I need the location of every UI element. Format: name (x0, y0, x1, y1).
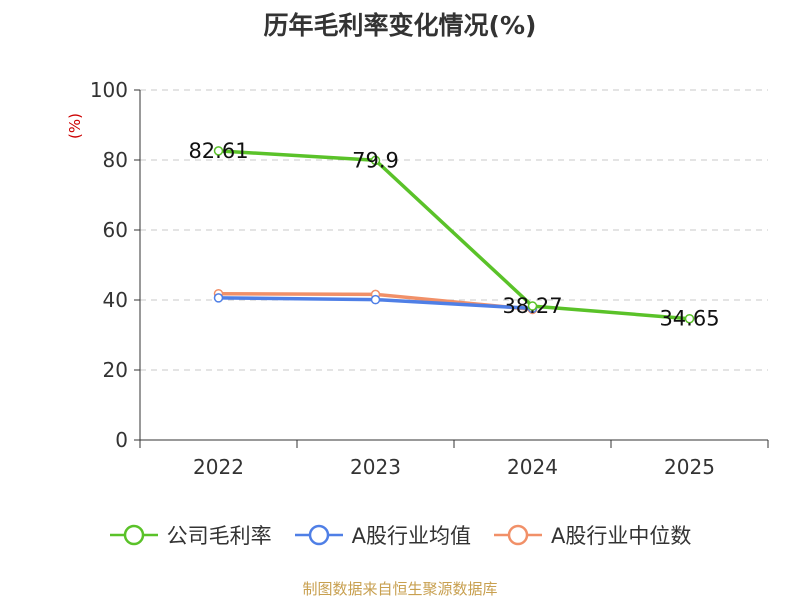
y-tick-label-100: 100 (90, 78, 128, 102)
x-tick-label-2024: 2024 (507, 455, 558, 479)
y-tick-label-80: 80 (103, 148, 128, 172)
data-label-2022: 82.61 (188, 139, 248, 163)
source-note: 制图数据来自恒生聚源数据库 (302, 580, 498, 598)
line-chart: 0 20 40 60 80 100 2022 2023 2024 2025 (%) 82.61 79.9… (66, 78, 769, 479)
series-0-point-2023 (370, 155, 381, 166)
series-line-0 (218, 149, 690, 321)
y-tick-label-0: 0 (115, 428, 128, 452)
x-tick-label-2022: 2022 (193, 455, 244, 479)
series-1-point-2022 (213, 293, 224, 303)
data-label-2024: 38.27 (502, 294, 562, 318)
legend-item-0[interactable]: 公司毛利率 (109, 520, 272, 550)
legend-item-1[interactable]: A股行业均值 (294, 520, 471, 550)
y-tick-label-40: 40 (103, 288, 128, 312)
x-tick-label-2023: 2023 (350, 455, 401, 479)
series-0-point-2022 (213, 146, 224, 156)
legend-label: 公司毛利率 (166, 524, 272, 548)
legend-item-2[interactable]: A股行业中位数 (493, 520, 691, 550)
series-0-point-2025 (684, 313, 695, 324)
legend-label: A股行业均值 (351, 524, 471, 548)
legend-label: A股行业中位数 (551, 524, 692, 548)
data-label-2025: 34.65 (659, 307, 719, 331)
x-tick-label-2025: 2025 (664, 455, 715, 479)
legend-marker-icon (294, 524, 343, 546)
legend-marker-icon (109, 524, 158, 546)
chart-title: 历年毛利率变化情况(%) (263, 11, 537, 40)
legend-marker-icon (494, 524, 542, 546)
y-tick-label-20: 20 (103, 358, 128, 382)
data-label-2023: 79.9 (352, 148, 399, 172)
legend: 公司毛利率 A股行业均值 A股行业中位数 (0, 520, 800, 550)
y-tick-label-60: 60 (103, 218, 128, 242)
series-1-point-2023 (370, 294, 381, 305)
series-0-point-2024 (527, 301, 538, 311)
y-unit-label: (%) (66, 113, 84, 139)
